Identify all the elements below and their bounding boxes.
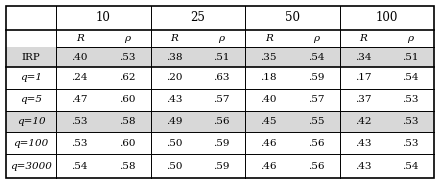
Text: .56: .56 [308, 139, 324, 148]
Text: .53: .53 [71, 117, 88, 126]
Text: .56: .56 [213, 117, 230, 126]
Text: .54: .54 [402, 73, 418, 82]
Text: .53: .53 [71, 139, 88, 148]
Text: .24: .24 [71, 73, 88, 82]
Text: .55: .55 [308, 117, 324, 126]
Text: .47: .47 [71, 95, 88, 104]
Text: .46: .46 [260, 162, 277, 171]
Text: ρ: ρ [313, 34, 319, 43]
Text: .59: .59 [213, 162, 230, 171]
Text: .51: .51 [213, 53, 230, 62]
Text: .57: .57 [213, 95, 230, 104]
Text: .50: .50 [166, 162, 182, 171]
Bar [6, 47, 434, 67]
Text: R: R [76, 34, 84, 43]
Text: .53: .53 [402, 139, 418, 148]
Text: .53: .53 [119, 53, 135, 62]
Text: .58: .58 [119, 117, 135, 126]
Text: .60: .60 [119, 139, 135, 148]
Text: .63: .63 [213, 73, 230, 82]
Text: .60: .60 [119, 95, 135, 104]
Text: ρ: ρ [124, 34, 130, 43]
Text: q=100: q=100 [13, 139, 49, 148]
Text: .56: .56 [308, 162, 324, 171]
Text: q=1: q=1 [20, 73, 42, 82]
Text: 100: 100 [376, 11, 398, 24]
Text: .51: .51 [402, 53, 418, 62]
Text: .46: .46 [260, 139, 277, 148]
Text: R: R [170, 34, 178, 43]
Text: .59: .59 [308, 73, 324, 82]
Text: .34: .34 [355, 53, 371, 62]
Text: .40: .40 [260, 95, 277, 104]
Text: .62: .62 [119, 73, 135, 82]
Text: .59: .59 [213, 139, 230, 148]
Text: .35: .35 [260, 53, 277, 62]
Text: .43: .43 [355, 139, 371, 148]
Text: .20: .20 [166, 73, 182, 82]
Text: R: R [359, 34, 367, 43]
Text: 10: 10 [96, 11, 111, 24]
Text: 50: 50 [285, 11, 300, 24]
Bar [6, 111, 434, 132]
Text: q=5: q=5 [20, 95, 42, 104]
Text: ρ: ρ [407, 34, 414, 43]
Text: .40: .40 [71, 53, 88, 62]
Text: .54: .54 [308, 53, 324, 62]
Text: .54: .54 [402, 162, 418, 171]
Text: .18: .18 [260, 73, 277, 82]
Text: q=3000: q=3000 [10, 162, 52, 171]
Text: .37: .37 [355, 95, 371, 104]
Text: IRP: IRP [22, 53, 40, 62]
Text: .54: .54 [71, 162, 88, 171]
Text: .53: .53 [402, 95, 418, 104]
Text: .38: .38 [166, 53, 182, 62]
Text: .50: .50 [166, 139, 182, 148]
Text: .57: .57 [308, 95, 324, 104]
Text: .42: .42 [355, 117, 371, 126]
Text: q=10: q=10 [17, 117, 45, 126]
Text: R: R [265, 34, 272, 43]
Text: .17: .17 [355, 73, 371, 82]
Text: .58: .58 [119, 162, 135, 171]
Text: .45: .45 [260, 117, 277, 126]
Text: 25: 25 [191, 11, 205, 24]
Text: ρ: ρ [218, 34, 224, 43]
Text: .43: .43 [166, 95, 182, 104]
Text: .53: .53 [402, 117, 418, 126]
Text: .49: .49 [166, 117, 182, 126]
Text: .43: .43 [355, 162, 371, 171]
